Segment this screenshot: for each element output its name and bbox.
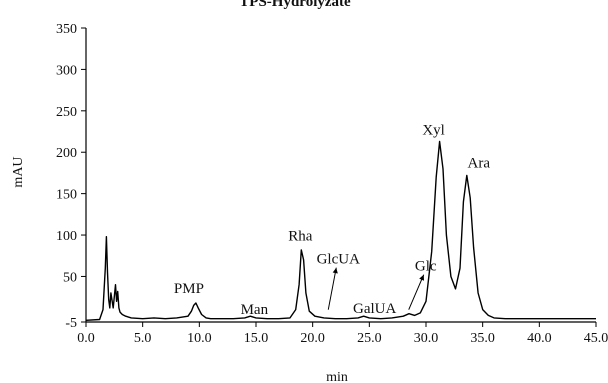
y-tick-label: -5 <box>65 316 77 331</box>
y-tick-label: 150 <box>56 188 77 203</box>
x-tick-label: 45.0 <box>584 331 608 346</box>
peak-label: GlcUA <box>317 252 360 268</box>
y-tick-label: 250 <box>56 105 77 120</box>
peak-label: Man <box>241 302 269 318</box>
x-tick-label: 5.0 <box>134 331 152 346</box>
x-tick-label: 10.0 <box>187 331 212 346</box>
peak-label: Rha <box>288 228 313 244</box>
chromatogram-trace <box>85 140 596 321</box>
x-axis-title: min <box>326 370 348 383</box>
y-tick-label: 100 <box>56 229 77 244</box>
x-tick-label: 30.0 <box>414 331 439 346</box>
peak-label: Xyl <box>422 122 445 138</box>
x-tick-label: 40.0 <box>527 331 552 346</box>
y-tick-label: 300 <box>56 63 77 78</box>
y-tick-label: 50 <box>63 270 77 285</box>
chart-title: TPS-Hydrolyzate <box>239 0 351 10</box>
peak-label: Glc <box>415 259 437 275</box>
peak-label: Ara <box>468 155 491 171</box>
annotation-arrow <box>327 267 337 310</box>
x-tick-label: 20.0 <box>300 331 325 346</box>
axes: 0.0 5.0 10.0 15.0 20.0 25.0 30.0 35.0 40.0 45.0 -5… <box>56 22 608 346</box>
x-tick-label: 35.0 <box>470 331 495 346</box>
annotation-arrowhead <box>419 274 425 281</box>
x-tick-label: 15.0 <box>244 331 269 346</box>
y-axis-title: mAU <box>11 156 26 187</box>
y-tick-label: 200 <box>56 146 77 161</box>
y-tick-label: 350 <box>56 22 77 37</box>
x-tick-label: 25.0 <box>357 331 382 346</box>
annotation-arrowhead <box>332 267 338 274</box>
plot-area <box>85 140 596 321</box>
peak-label: PMP <box>174 281 204 297</box>
peak-label: GalUA <box>353 301 396 317</box>
x-tick-label: 0.0 <box>77 331 95 346</box>
annotation-arrow <box>408 274 425 310</box>
